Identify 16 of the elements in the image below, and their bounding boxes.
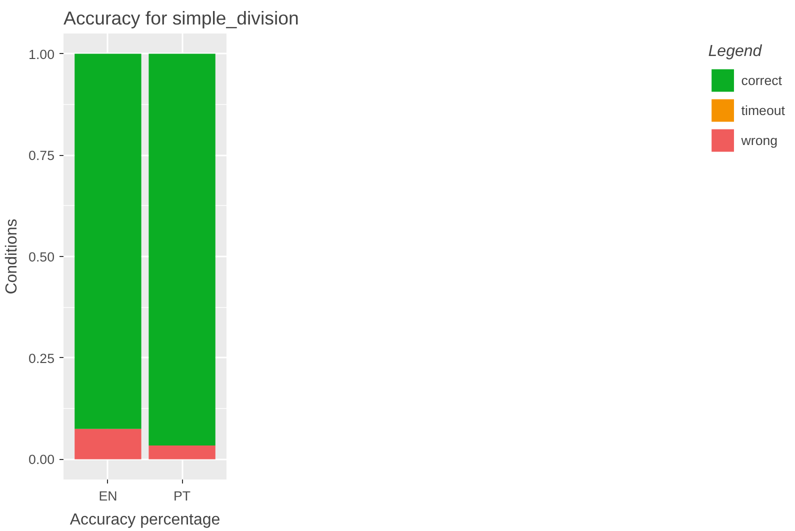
y-tick-label: 0.75 [28, 148, 55, 164]
legend-label: timeout [741, 102, 785, 118]
legend-label: wrong [741, 132, 778, 148]
y-tick-label: 1.00 [28, 46, 55, 62]
legend-title: Legend [708, 43, 763, 61]
bar [148, 445, 216, 460]
chart-title: Accuracy for simple_division [64, 8, 299, 28]
y-tick-label: 0.50 [28, 250, 55, 264]
x-tick-label: EN [98, 488, 118, 504]
y-axis-title: Conditions [4, 218, 21, 294]
x-tick-label: PT [174, 488, 191, 504]
y-tick-label: 0.00 [28, 452, 55, 468]
y-tick-label: 0.25 [28, 350, 55, 366]
bar [74, 428, 142, 460]
x-axis-title: Accuracy percentage [70, 512, 220, 528]
legend-label: correct [741, 72, 782, 88]
